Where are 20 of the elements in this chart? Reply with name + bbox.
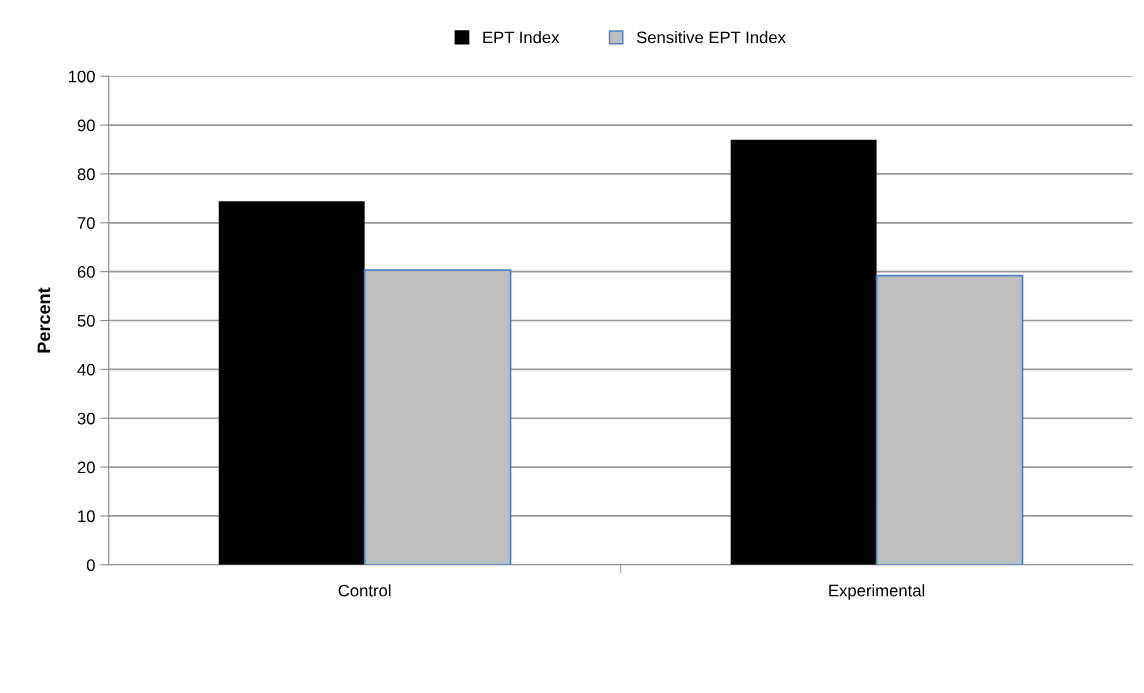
- y-tick-label: 50: [77, 314, 95, 327]
- y-tick-label: 30: [77, 412, 95, 425]
- bar: [363, 269, 512, 565]
- y-tick-label: 40: [77, 363, 95, 376]
- bar: [218, 201, 365, 565]
- x-tick-label: Experimental: [829, 584, 925, 600]
- y-tick-label: 60: [77, 266, 95, 278]
- y-tick-label: 0: [86, 559, 95, 571]
- y-tick-label: 20: [77, 461, 95, 474]
- y-axis-title: Percent: [37, 287, 51, 353]
- y-tick-label: 70: [77, 217, 95, 229]
- legend-label: EPT Index: [483, 31, 560, 44]
- y-tick-label: 100: [68, 70, 95, 83]
- bar: [730, 139, 877, 565]
- y-tick-label: 80: [77, 168, 95, 181]
- legend-label: Sensitive EPT Index: [636, 31, 786, 44]
- y-tick-label: 10: [78, 510, 95, 523]
- x-tick-label: Control: [338, 584, 391, 597]
- bar: [875, 274, 1024, 565]
- y-tick-label: 90: [77, 119, 95, 132]
